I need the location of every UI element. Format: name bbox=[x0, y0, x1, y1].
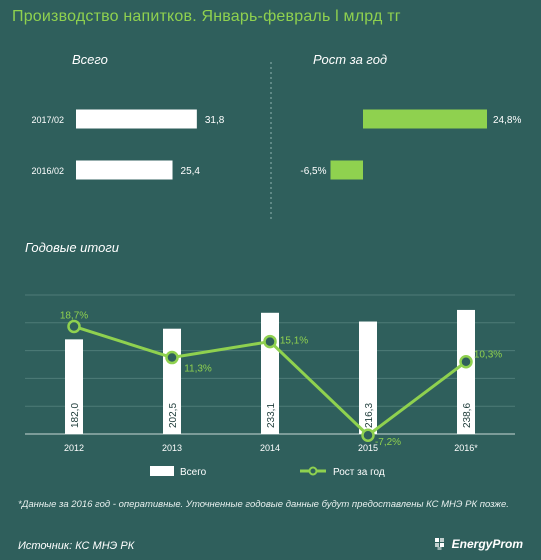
annual-bar-value-label: 238,6 bbox=[462, 403, 473, 428]
total-category-label: 2017/02 bbox=[31, 115, 64, 125]
annual-panel-label: Годовые итоги bbox=[25, 240, 119, 255]
growth-point-label: 15,1% bbox=[280, 336, 308, 347]
annual-chart: 182,0 202,5 233,1 216,3 238,6 2012 2013 2014 201… bbox=[25, 294, 515, 478]
annual-bar bbox=[359, 321, 377, 434]
annual-category-label: 2015 bbox=[358, 443, 378, 453]
legend-bar-swatch bbox=[150, 466, 174, 476]
annual-category-label: 2014 bbox=[260, 443, 280, 453]
growth-bar bbox=[330, 160, 363, 180]
growth-point-label: 11,3% bbox=[184, 364, 212, 375]
total-value-label: 25,4 bbox=[181, 166, 201, 177]
growth-panel-label: Рост за год bbox=[313, 52, 388, 67]
annual-category-label: 2016* bbox=[454, 443, 478, 453]
annual-category-label: 2013 bbox=[162, 443, 182, 453]
annual-bar-value-label: 182,0 bbox=[70, 403, 81, 428]
growth-value-label: 24,8% bbox=[493, 115, 521, 126]
total-value-label: 31,8 bbox=[205, 115, 225, 126]
annual-bar-value-label: 202,5 bbox=[168, 403, 179, 428]
footnote: *Данные за 2016 год - оперативные. Уточн… bbox=[18, 499, 509, 510]
total-panel-label: Всего bbox=[72, 52, 108, 67]
legend-bar-label: Всего bbox=[180, 467, 207, 478]
growth-bar bbox=[363, 109, 487, 129]
growth-point bbox=[459, 354, 473, 369]
annual-category-label: 2012 bbox=[64, 443, 84, 453]
total-category-label: 2016/02 bbox=[31, 166, 64, 176]
total-bar bbox=[76, 160, 173, 180]
source-note: Источник: КС МНЭ РК bbox=[18, 540, 135, 552]
logo-text: EnergyProm bbox=[451, 537, 523, 551]
top-charts: 2017/02 31,8 2016/02 25,4 24,8% -6,5% bbox=[31, 62, 521, 220]
page-title: Производство напитков. Январь-февраль l … bbox=[12, 8, 401, 25]
logo-mark-icon bbox=[434, 537, 448, 551]
legend-line-label: Рост за год bbox=[333, 467, 385, 478]
annual-bar bbox=[457, 309, 475, 434]
growth-point bbox=[165, 350, 179, 365]
annual-bar bbox=[65, 339, 83, 434]
growth-value-label: -6,5% bbox=[300, 166, 326, 177]
annual-bar-value-label: 216,3 bbox=[364, 403, 375, 428]
growth-point bbox=[361, 428, 375, 442]
legend-line-marker bbox=[308, 466, 318, 476]
growth-point-label: 10,3% bbox=[474, 350, 502, 361]
growth-point-label: 18,7% bbox=[60, 310, 88, 321]
energyprom-logo: EnergyProm bbox=[434, 537, 523, 551]
annual-bar-value-label: 233,1 bbox=[266, 403, 277, 428]
growth-point bbox=[67, 319, 81, 334]
growth-point-label: -7,2% bbox=[375, 437, 401, 448]
total-bar bbox=[76, 109, 197, 129]
growth-point bbox=[263, 334, 277, 349]
